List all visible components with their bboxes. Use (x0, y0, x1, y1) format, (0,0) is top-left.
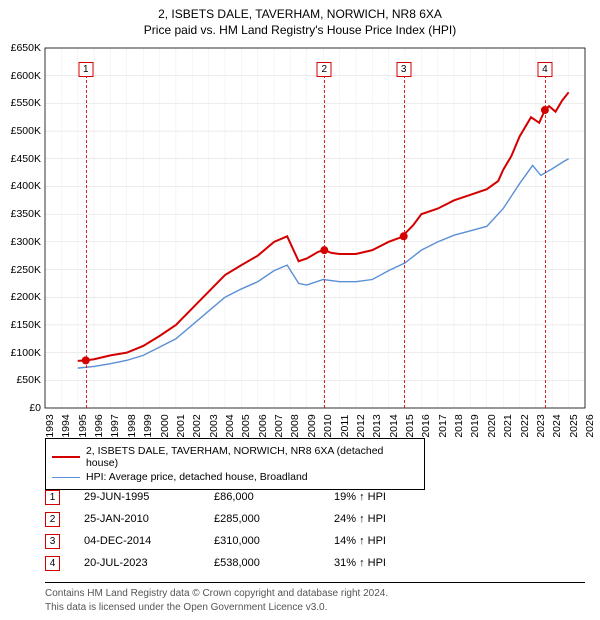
sale-date: 29-JUN-1995 (84, 491, 214, 503)
footer-line1: Contains HM Land Registry data © Crown c… (45, 587, 585, 601)
y-tick-label: £250K (11, 264, 45, 276)
x-tick-label: 2024 (547, 414, 563, 437)
sale-pct: 14% ↑ HPI (334, 535, 414, 547)
sale-price: £86,000 (214, 491, 334, 503)
x-tick-label: 2002 (187, 414, 203, 437)
x-tick-label: 1995 (73, 414, 89, 437)
x-tick-label: 2023 (531, 414, 547, 437)
x-tick-label: 2020 (482, 414, 498, 437)
y-tick-label: £100K (11, 347, 45, 359)
x-tick-label: 2004 (220, 414, 236, 437)
x-tick-label: 2013 (367, 414, 383, 437)
x-tick-label: 2014 (384, 414, 400, 437)
sale-price: £285,000 (214, 513, 334, 525)
y-tick-label: £400K (11, 180, 45, 192)
legend-label: HPI: Average price, detached house, Broa… (86, 471, 308, 483)
x-tick-label: 2009 (302, 414, 318, 437)
footer: Contains HM Land Registry data © Crown c… (45, 582, 585, 614)
y-tick-label: £550K (11, 97, 45, 109)
footer-line2: This data is licensed under the Open Gov… (45, 601, 585, 615)
sale-marker-box: 1 (45, 490, 60, 505)
x-tick-label: 2015 (400, 414, 416, 437)
sale-date: 25-JAN-2010 (84, 513, 214, 525)
x-tick-label: 2001 (171, 414, 187, 437)
plot-svg (45, 48, 585, 408)
sales-table: 1 29-JUN-1995£86,00019% ↑ HPI 2 25-JAN-2010… (45, 486, 414, 574)
x-tick-label: 2022 (515, 414, 531, 437)
sale-marker-box: 4 (45, 556, 60, 571)
x-tick-label: 2003 (204, 414, 220, 437)
marker-box: 4 (537, 62, 552, 77)
sale-price: £538,000 (214, 557, 334, 569)
y-tick-label: £300K (11, 236, 45, 248)
chart-title-block: 2, ISBETS DALE, TAVERHAM, NORWICH, NR8 6… (0, 0, 600, 38)
x-tick-label: 1999 (138, 414, 154, 437)
chart-title: 2, ISBETS DALE, TAVERHAM, NORWICH, NR8 6… (0, 6, 600, 22)
table-row: 1 29-JUN-1995£86,00019% ↑ HPI (45, 486, 414, 508)
y-tick-label: £500K (11, 125, 45, 137)
x-tick-label: 2012 (351, 414, 367, 437)
x-tick-label: 2025 (564, 414, 580, 437)
x-tick-label: 2006 (253, 414, 269, 437)
legend-row: HPI: Average price, detached house, Broa… (52, 470, 418, 484)
legend: 2, ISBETS DALE, TAVERHAM, NORWICH, NR8 6… (45, 438, 425, 490)
legend-row: 2, ISBETS DALE, TAVERHAM, NORWICH, NR8 6… (52, 444, 418, 470)
x-tick-label: 2005 (236, 414, 252, 437)
legend-swatch (52, 477, 80, 478)
x-tick-label: 1997 (105, 414, 121, 437)
sale-pct: 19% ↑ HPI (334, 491, 414, 503)
marker-box: 2 (317, 62, 332, 77)
y-tick-label: £150K (11, 319, 45, 331)
x-tick-label: 2019 (465, 414, 481, 437)
x-tick-label: 2018 (449, 414, 465, 437)
x-tick-label: 1996 (89, 414, 105, 437)
x-tick-label: 2011 (335, 415, 351, 438)
marker-line (324, 70, 325, 408)
sale-date: 20-JUL-2023 (84, 557, 214, 569)
x-tick-label: 1998 (122, 414, 138, 437)
chart-area: 1234£0£50K£100K£150K£200K£250K£300K£350K… (45, 48, 585, 408)
sale-marker-box: 3 (45, 534, 60, 549)
x-tick-label: 1993 (40, 414, 56, 437)
table-row: 2 25-JAN-2010£285,00024% ↑ HPI (45, 508, 414, 530)
y-tick-label: £350K (11, 208, 45, 220)
marker-line (545, 70, 546, 408)
table-row: 3 04-DEC-2014£310,00014% ↑ HPI (45, 530, 414, 552)
sale-price: £310,000 (214, 535, 334, 547)
y-tick-label: £450K (11, 153, 45, 165)
legend-label: 2, ISBETS DALE, TAVERHAM, NORWICH, NR8 6… (86, 445, 418, 469)
x-tick-label: 2008 (285, 414, 301, 437)
chart-subtitle: Price paid vs. HM Land Registry's House … (0, 22, 600, 38)
y-tick-label: £600K (11, 70, 45, 82)
y-tick-label: £0 (29, 402, 45, 414)
sale-marker-box: 2 (45, 512, 60, 527)
y-tick-label: £200K (11, 291, 45, 303)
x-tick-label: 1994 (56, 414, 72, 437)
marker-box: 1 (78, 62, 93, 77)
marker-line (404, 70, 405, 408)
x-tick-label: 2007 (269, 414, 285, 437)
x-tick-label: 2016 (416, 414, 432, 437)
legend-swatch (52, 456, 80, 458)
y-tick-label: £50K (16, 374, 45, 386)
y-tick-label: £650K (11, 42, 45, 54)
sale-pct: 24% ↑ HPI (334, 513, 414, 525)
x-tick-label: 2010 (318, 414, 334, 437)
marker-line (86, 70, 87, 408)
x-tick-label: 2026 (580, 414, 596, 437)
sale-date: 04-DEC-2014 (84, 535, 214, 547)
x-tick-label: 2017 (433, 414, 449, 437)
sale-pct: 31% ↑ HPI (334, 557, 414, 569)
x-tick-label: 2021 (498, 414, 514, 437)
marker-box: 3 (396, 62, 411, 77)
x-tick-label: 2000 (155, 414, 171, 437)
table-row: 4 20-JUL-2023£538,00031% ↑ HPI (45, 552, 414, 574)
